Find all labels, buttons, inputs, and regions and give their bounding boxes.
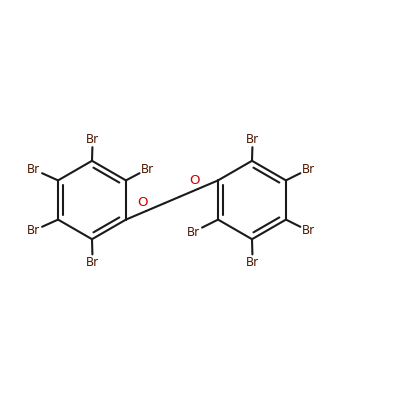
Text: O: O	[189, 174, 200, 188]
Text: Br: Br	[246, 256, 259, 269]
Text: Br: Br	[187, 226, 200, 238]
Text: O: O	[138, 196, 148, 209]
Text: Br: Br	[140, 163, 154, 176]
Text: Br: Br	[86, 133, 99, 146]
Text: Br: Br	[27, 224, 40, 237]
Text: Br: Br	[27, 163, 40, 176]
Text: Br: Br	[302, 224, 315, 237]
Text: Br: Br	[246, 133, 259, 146]
Text: Br: Br	[86, 256, 99, 269]
Text: Br: Br	[302, 163, 315, 176]
